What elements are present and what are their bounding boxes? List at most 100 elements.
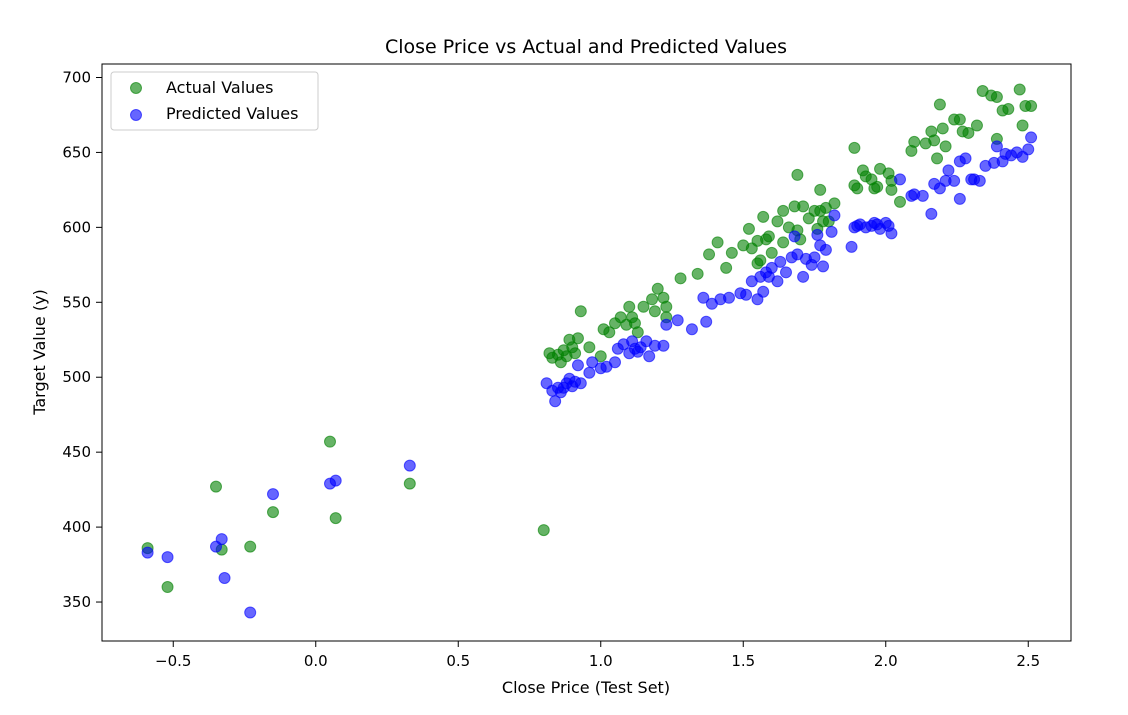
data-point [925, 207, 938, 220]
x-tick-label: 2.0 [874, 652, 898, 670]
data-point [885, 227, 898, 240]
data-point [1025, 131, 1038, 144]
data-point [657, 339, 670, 352]
data-point [962, 126, 975, 139]
y-tick-label: 600 [62, 218, 91, 236]
data-point [811, 228, 824, 241]
data-point [908, 135, 921, 148]
data-point [244, 540, 257, 553]
data-point [928, 134, 941, 147]
data-point [267, 506, 279, 519]
legend-marker-predicted [130, 109, 142, 121]
legend-frame [110, 71, 319, 131]
data-point [740, 288, 753, 301]
data-point [141, 546, 154, 559]
data-point [623, 300, 636, 313]
data-point [583, 341, 596, 354]
data-point [267, 488, 279, 501]
data-point [771, 275, 784, 288]
data-point [828, 209, 841, 222]
data-point [725, 246, 738, 259]
data-point [537, 524, 550, 537]
legend-label-predicted: Predicted Values [166, 104, 298, 123]
data-point [754, 254, 767, 267]
legend-label-actual: Actual Values [166, 78, 273, 97]
data-point [703, 248, 716, 261]
data-point [571, 359, 584, 372]
data-point [916, 189, 929, 202]
y-tick-label: 500 [62, 368, 91, 386]
data-point [791, 168, 804, 181]
data-point [973, 174, 986, 187]
data-point [948, 174, 961, 187]
data-point [210, 480, 222, 493]
data-point [894, 195, 906, 208]
x-tick-label: 1.0 [589, 652, 613, 670]
data-point [933, 98, 946, 111]
data-point [777, 204, 790, 217]
x-tick-label: −0.5 [155, 652, 191, 670]
data-point [931, 152, 944, 165]
series-actual [141, 83, 1038, 594]
data-point [603, 326, 616, 339]
data-point [777, 236, 790, 249]
data-point [1025, 99, 1038, 112]
data-point [329, 512, 342, 525]
data-point [774, 255, 787, 268]
data-point [215, 533, 228, 546]
data-point [788, 230, 801, 243]
y-tick-label: 350 [62, 593, 91, 611]
data-point [637, 300, 650, 313]
data-point [586, 356, 599, 369]
data-point [959, 152, 972, 165]
legend-marker-actual [130, 82, 142, 94]
x-tick-label: 0.0 [304, 652, 328, 670]
data-point [631, 326, 644, 339]
data-point [648, 305, 661, 318]
data-point [757, 210, 770, 223]
data-point [685, 323, 698, 336]
data-point [871, 180, 884, 193]
data-point [936, 122, 949, 135]
data-point [594, 350, 607, 363]
y-tick-label: 400 [62, 518, 91, 536]
data-point [720, 261, 733, 274]
data-point [571, 332, 584, 345]
data-point [848, 141, 861, 154]
data-point [329, 474, 342, 487]
plot-frame [101, 63, 1072, 642]
series-predicted [141, 131, 1038, 619]
data-point [244, 606, 257, 619]
x-tick-label: 2.5 [1016, 652, 1040, 670]
data-point [765, 261, 778, 274]
data-point [771, 215, 784, 228]
data-point [765, 246, 778, 259]
data-point [660, 300, 673, 313]
data-point [697, 291, 710, 304]
data-point [990, 90, 1003, 103]
chart-title: Close Price vs Actual and Predicted Valu… [385, 36, 787, 58]
data-point [845, 240, 858, 253]
data-point [723, 291, 735, 304]
data-point [808, 251, 821, 264]
data-point [780, 266, 792, 279]
data-point [825, 225, 838, 238]
data-point [549, 395, 562, 408]
data-point [700, 315, 713, 328]
data-point [953, 113, 966, 126]
y-tick-label: 650 [62, 143, 91, 161]
points-layer [141, 83, 1038, 619]
data-point [403, 459, 416, 472]
data-point [797, 200, 810, 213]
data-point [651, 282, 664, 295]
data-point [970, 119, 983, 132]
data-point [660, 318, 673, 331]
data-point [762, 230, 775, 243]
y-tick-label: 550 [62, 293, 91, 311]
data-point [828, 197, 841, 210]
y-axis-title: Target Value (y) [30, 289, 49, 416]
y-tick-label: 450 [62, 443, 91, 461]
data-point [817, 260, 830, 273]
data-point [218, 572, 231, 585]
